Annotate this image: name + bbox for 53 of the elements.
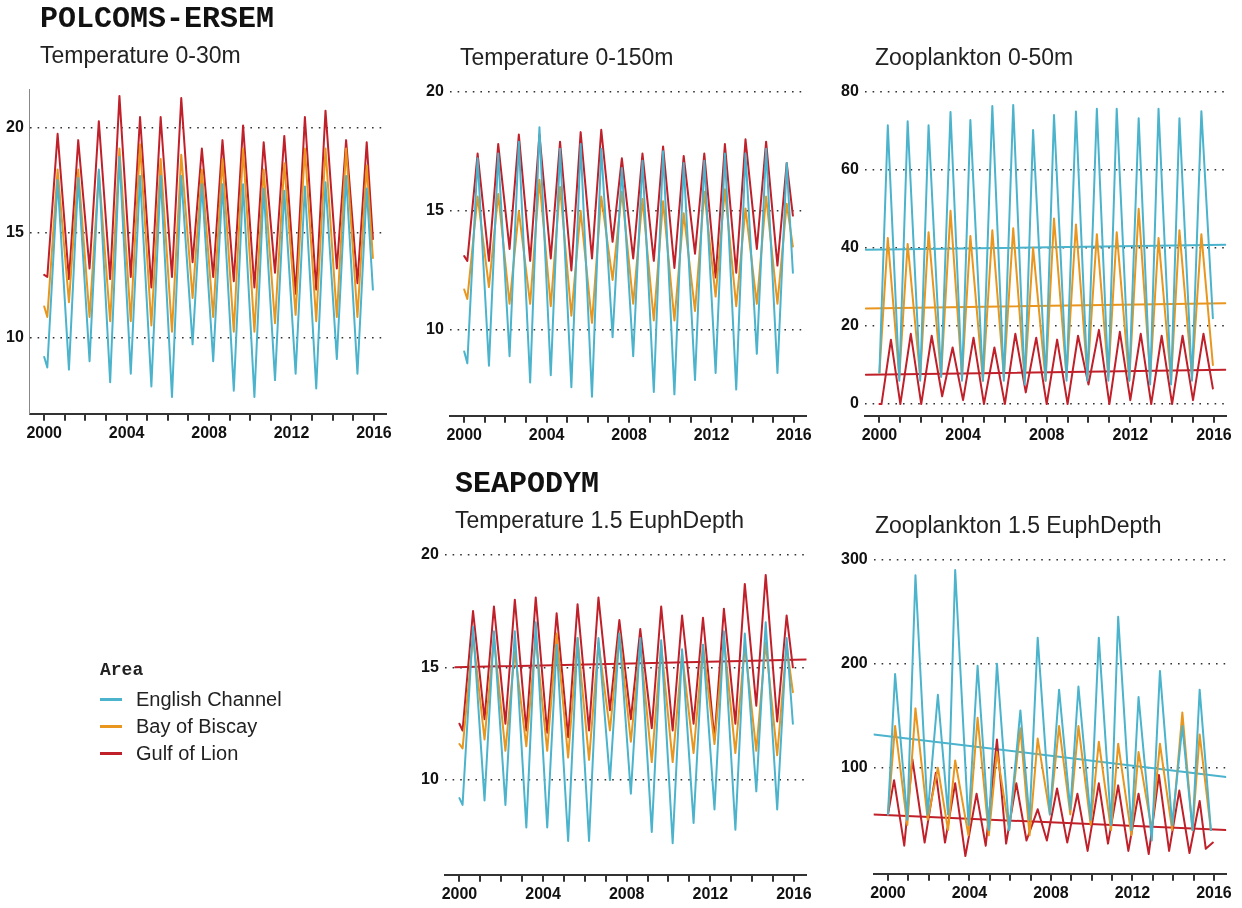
chart-title: Zooplankton 1.5 EuphDepth [874, 511, 1163, 540]
y-tick-label: 0 [849, 394, 859, 412]
x-tick-label: 2012 [692, 884, 729, 902]
x-tick-label: 2004 [525, 884, 561, 902]
x-tick-label: 2004 [945, 425, 981, 443]
y-tick-label: 20 [6, 117, 24, 135]
x-tick-label: 2000 [26, 423, 63, 441]
y-tick-label: 15 [6, 223, 24, 241]
y-tick-label: 20 [421, 545, 439, 563]
y-tick-label: 200 [840, 654, 868, 672]
chart-title: Zooplankton 0-50m [874, 43, 1075, 72]
y-tick-label: 15 [426, 201, 444, 219]
x-tick-label: 2004 [528, 425, 565, 443]
x-tick-label: 2016 [1196, 883, 1232, 901]
legend-title: Area [100, 660, 145, 680]
text: SEAPODYM [454, 466, 601, 503]
y-tick-label: 40 [841, 238, 859, 256]
y-tick-label: 20 [841, 316, 859, 334]
y-tick-label: 10 [6, 328, 24, 346]
x-tick-label: 2000 [861, 425, 898, 443]
text: POLCOMS-ERSEM [39, 1, 276, 38]
x-tick-label: 2008 [191, 423, 227, 441]
chart-title: Temperature 1.5 EuphDepth [454, 506, 745, 535]
y-tick-label: 15 [421, 657, 439, 675]
x-tick-label: 2000 [446, 425, 483, 443]
chart-title: Temperature 0-30m [39, 41, 242, 70]
chart-title: Temperature 0-150m [459, 43, 675, 72]
x-tick-label: 2008 [1033, 883, 1069, 901]
x-tick-label: 2012 [273, 423, 310, 441]
x-tick-label: 2008 [1028, 425, 1065, 443]
y-tick-label: 80 [841, 82, 859, 100]
x-tick-label: 2008 [608, 884, 645, 902]
y-tick-label: 300 [840, 550, 868, 568]
y-tick-label: 60 [841, 160, 859, 178]
y-tick-label: 20 [426, 82, 444, 100]
legend-label: English Channel [136, 688, 282, 711]
x-tick-label: 2012 [1114, 883, 1151, 901]
x-tick-label: 2004 [951, 883, 988, 901]
y-tick-label: 10 [421, 770, 439, 788]
x-tick-label: 2016 [776, 884, 812, 902]
x-tick-label: 2008 [611, 425, 647, 443]
x-tick-label: 2016 [1196, 425, 1232, 443]
x-tick-label: 2000 [441, 884, 478, 902]
y-tick-label: 100 [840, 758, 868, 776]
x-tick-label: 2012 [1112, 425, 1149, 443]
x-tick-label: 2016 [356, 423, 392, 441]
legend-label: Bay of Biscay [136, 715, 258, 738]
x-tick-label: 2004 [108, 423, 145, 441]
x-tick-label: 2016 [776, 425, 812, 443]
x-tick-label: 2012 [693, 425, 730, 443]
x-tick-label: 2000 [870, 883, 906, 901]
y-tick-label: 10 [426, 320, 444, 338]
legend-label: Gulf of Lion [136, 742, 239, 765]
